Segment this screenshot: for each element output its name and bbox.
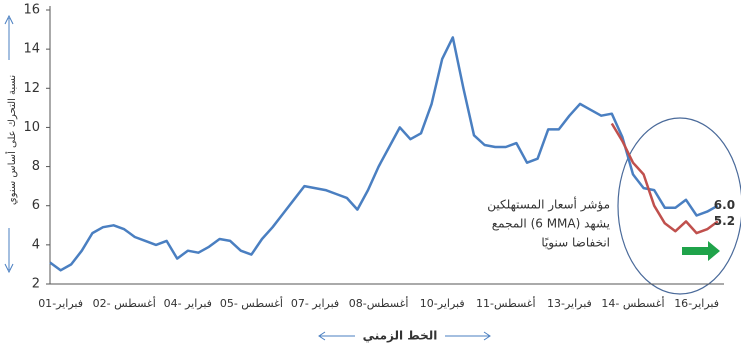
x-tick-label: أغسطس -02 (93, 296, 156, 310)
data-label: 6.0 (714, 198, 735, 212)
x-tick-label: أغسطس -14 (601, 296, 664, 310)
y-tick-label: 14 (23, 42, 40, 57)
y-tick-label: 12 (23, 81, 40, 96)
line (49, 36, 719, 272)
x-tick-label: أغسطس -05 (220, 296, 283, 310)
x-tick-label: أغسطس-11 (476, 296, 536, 310)
y-axis-title: نسبة التحرك على أساس سنوي (5, 75, 18, 205)
y-tick-label: 6 (32, 198, 40, 213)
line (610, 122, 719, 235)
data-label: 5.2 (714, 214, 735, 228)
arrow (682, 241, 720, 261)
y-tick-label: 4 (32, 237, 40, 252)
x-tick-label: فبراير-10 (420, 297, 465, 310)
annotation: مؤشر أسعار المستهلكين (487, 197, 610, 213)
highlight-ellipse (617, 117, 741, 295)
y-tick-label: 10 (23, 120, 40, 135)
x-tick-label: فبراير-16 (674, 297, 719, 310)
annotation: انخفاضا سنويًا (541, 236, 610, 251)
arrow (318, 331, 491, 341)
y-tick-label: 16 (23, 3, 40, 18)
x-axis-title: الخط الزمني (363, 329, 438, 343)
x-tick-label: أغسطس-08 (349, 296, 409, 310)
y-tick-label: 8 (32, 159, 40, 174)
x-tick-label: فبراير-13 (547, 297, 592, 310)
arrow-head (4, 14, 14, 274)
annotation: المجمع (6 MMA) يشهد (492, 217, 610, 231)
x-tick-label: فبراير -04 (164, 297, 212, 310)
x-tick-label: فبراير-01 (38, 297, 83, 310)
x-tick-label: فبراير -07 (291, 297, 339, 310)
y-tick-label: 2 (32, 277, 40, 292)
